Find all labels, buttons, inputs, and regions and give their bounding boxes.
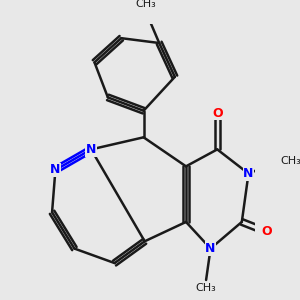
Text: N: N: [243, 167, 254, 180]
Text: CH₃: CH₃: [135, 0, 156, 9]
Text: N: N: [206, 242, 216, 255]
Text: N: N: [86, 143, 96, 156]
Text: CH₃: CH₃: [280, 157, 300, 166]
Text: O: O: [212, 106, 223, 120]
Text: N: N: [50, 164, 61, 176]
Text: O: O: [261, 225, 272, 238]
Text: CH₃: CH₃: [196, 283, 217, 292]
